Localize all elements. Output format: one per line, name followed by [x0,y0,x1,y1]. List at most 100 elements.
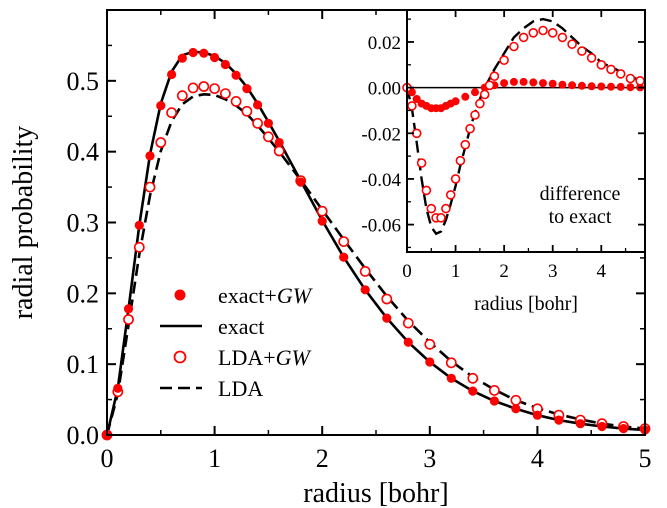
inset-x-tick-label: 4 [597,261,607,282]
main-point-exact-gw [231,70,241,80]
main-y-tick-label: 0.3 [67,209,100,238]
main-point-exact-gw [296,177,306,187]
inset-point-lda-gw [465,123,475,134]
inset-x-axis-label: radius [bohr] [474,293,578,315]
main-point-lda-gw [273,145,285,157]
main-point-exact-gw [425,357,435,367]
inset-point-lda-gw [577,46,587,56]
main-series-exact-line [105,50,646,436]
main-x-tick-label: 5 [639,444,652,473]
legend-marker-filled-circle [174,289,186,301]
main-point-exact-gw [597,421,607,432]
main-point-exact-gw [339,252,349,262]
inset-x-tick-label: 1 [451,261,461,282]
main-point-lda-gw [381,293,393,305]
main-y-tick-label: 0.5 [67,67,100,96]
inset-point-lda-gw [557,32,568,43]
main-point-lda-gw [123,314,134,325]
main-point-lda-gw [198,81,210,92]
main-x-tick-label: 1 [208,444,221,473]
main-point-exact-gw [360,285,370,295]
main-point-lda-gw [445,357,457,369]
main-point-lda-gw [252,117,263,129]
main-x-tick-label: 2 [316,444,329,473]
main-point-lda-gw [402,317,414,329]
inset-x-tick-label: 2 [499,261,509,282]
inset-point-lda-gw [538,25,548,36]
legend-label-text: LDA [218,376,263,401]
inset-point-lda-gw [407,101,417,111]
inset-point-exact-gw [616,82,625,91]
main-point-lda-gw [187,82,199,94]
inset-point-exact-gw [509,77,518,86]
legend-item: exact+GW [174,283,313,308]
inset-point-lda-gw [509,41,519,52]
main-point-exact-gw [123,304,134,314]
main-point-exact-gw [274,137,284,148]
inset-point-exact-gw [529,78,538,87]
main-point-lda-gw [359,265,371,277]
main-y-tick-label: 0.4 [67,138,100,167]
inset-annotation-line-1: difference [540,183,621,205]
inset-point-lda-gw [455,155,466,166]
main-point-lda-gw [219,88,231,99]
main-x-tick-label: 0 [101,444,114,473]
inset-point-exact-gw [548,79,557,88]
main-point-lda-gw [144,181,156,193]
inset-point-exact-gw [587,82,596,91]
main-y-axis-label: radial probability [8,126,39,320]
legend-label-text: LDA+ [218,345,276,370]
main-point-lda-gw [166,107,177,119]
inset-point-lda-gw [625,73,636,84]
inset-point-lda-gw [567,39,577,50]
inset-point-lda-gw [460,139,471,150]
inset-point-lda-gw [421,185,432,196]
inset-point-lda-gw [416,158,427,168]
legend-label: LDA [218,376,263,401]
legend-item: exact [160,314,264,339]
main-point-exact-gw [468,386,478,396]
inset-plot: 0 1 2 3 4 0.02 0.00 -0.02 -0.04 -0.06 radius [bohr… [361,9,646,315]
legend-label: exact+GW [218,283,313,308]
inset-point-exact-gw [558,80,567,89]
main-point-exact-gw [145,151,155,161]
inset-point-exact-gw [461,92,470,101]
main-point-exact-gw [403,337,413,347]
main-point-exact-gw [113,383,123,393]
main-point-lda-gw [262,131,274,143]
inset-point-lda-gw [528,27,539,38]
main-point-lda-gw [155,137,167,148]
inset-point-lda-gw [586,53,597,63]
inset-point-lda-gw [470,110,480,120]
main-point-exact-gw [253,100,263,110]
main-point-lda-gw [510,394,522,406]
legend-label-text: exact+ [218,283,277,308]
main-point-exact-gw [199,48,209,58]
main-point-lda-gw [316,205,328,217]
main-plot: 0 1 2 3 4 5 0.0 0.1 0.2 0.3 0.4 0.5 radius [bohr] rad… [8,9,652,508]
legend-marker-open-circle [173,350,187,364]
inset-point-exact-gw [471,88,479,97]
main-point-exact-gw [575,419,586,429]
inset-y-tick-label: -0.06 [361,216,401,237]
main-point-exact-gw [263,118,273,128]
inset-point-lda-gw [479,89,490,100]
legend-label: LDA+GW [218,345,312,370]
main-point-lda-gw [338,236,350,247]
main-point-lda-gw [230,96,242,107]
main-point-exact-gw [134,220,144,230]
inset-point-lda-gw [499,55,509,66]
inset-point-lda-gw [426,203,437,214]
inset-point-exact-gw [607,82,615,91]
inset-point-exact-gw [577,81,586,90]
inset-point-lda-gw [596,60,607,70]
legend-label-italic: GW [276,345,312,370]
inset-point-lda-gw [489,71,500,81]
main-point-exact-gw [177,53,187,63]
legend-item: LDA [160,376,263,401]
inset-y-tick-label: 0.00 [368,79,401,100]
main-point-lda-gw [241,105,253,117]
main-point-exact-gw [532,410,543,420]
main-point-exact-gw [220,59,230,70]
